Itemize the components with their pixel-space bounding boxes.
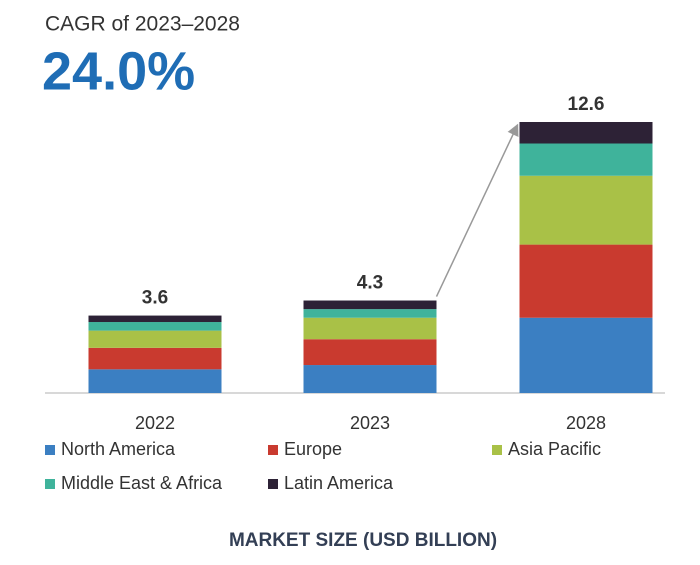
legend-label: Latin America bbox=[284, 473, 394, 493]
bar-segment bbox=[519, 143, 653, 176]
legend-label: Middle East & Africa bbox=[61, 473, 223, 493]
legend-swatch bbox=[492, 445, 502, 455]
bar-segment bbox=[303, 300, 437, 310]
bar-segment bbox=[519, 122, 653, 144]
total-label: 4.3 bbox=[357, 273, 383, 294]
bar-segment bbox=[519, 175, 653, 245]
bar-segment bbox=[88, 315, 222, 323]
bar-segment bbox=[519, 244, 653, 318]
bar-segment bbox=[303, 309, 437, 318]
total-label: 12.6 bbox=[568, 94, 605, 115]
legend-swatch bbox=[45, 479, 55, 489]
cagr-value: 24.0% bbox=[42, 41, 195, 101]
legend-swatch bbox=[268, 479, 278, 489]
legend-label: North America bbox=[61, 439, 176, 459]
x-tick-label: 2022 bbox=[135, 413, 175, 433]
legend-label: Europe bbox=[284, 439, 342, 459]
x-axis-label: MARKET SIZE (USD BILLION) bbox=[229, 530, 497, 551]
bar-segment bbox=[303, 365, 437, 393]
bar-segment bbox=[88, 347, 222, 370]
bar-segment bbox=[88, 369, 222, 393]
growth-arrow bbox=[435, 123, 519, 297]
legend-swatch bbox=[268, 445, 278, 455]
x-tick-label: 2028 bbox=[566, 413, 606, 433]
bar-segment bbox=[88, 322, 222, 331]
bar-segment bbox=[303, 339, 437, 366]
legend-label: Asia Pacific bbox=[508, 439, 601, 459]
bar-segment bbox=[303, 317, 437, 340]
x-tick-label: 2023 bbox=[350, 413, 390, 433]
bar-segment bbox=[88, 330, 222, 348]
total-label: 3.6 bbox=[142, 288, 168, 309]
legend-swatch bbox=[45, 445, 55, 455]
bar-segment bbox=[519, 317, 653, 393]
cagr-label: CAGR of 2023–2028 bbox=[45, 13, 240, 36]
